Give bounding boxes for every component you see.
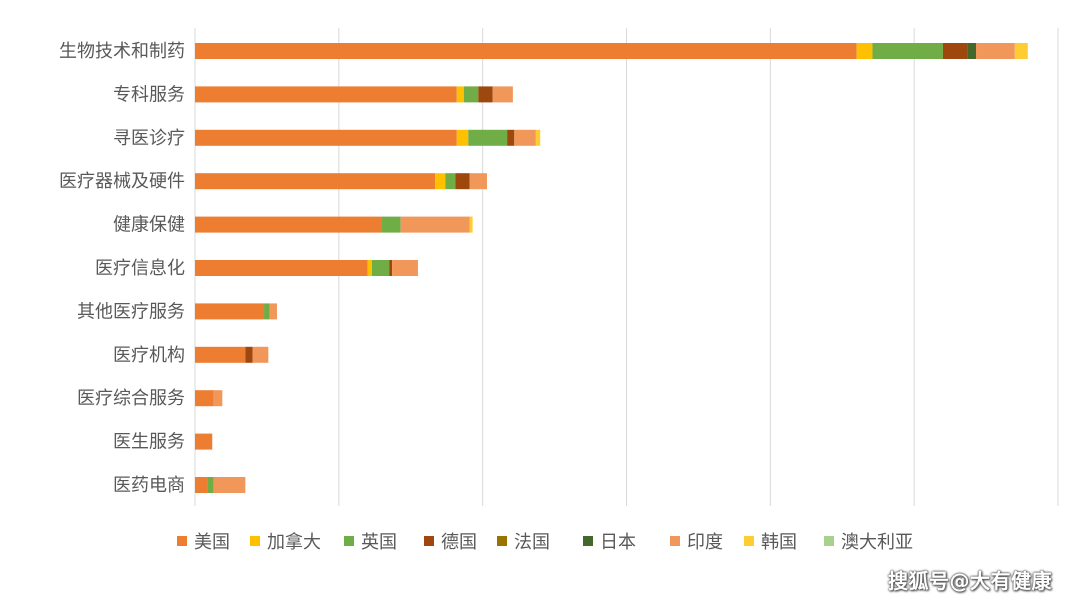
bar-segment	[213, 477, 246, 493]
bar-segment	[463, 86, 479, 103]
bar-segment	[195, 303, 265, 320]
legend-label: 英国	[361, 532, 397, 553]
bar-segment	[456, 86, 464, 103]
bar-segment	[195, 433, 213, 450]
legend-swatch	[497, 536, 507, 546]
legend-swatch	[670, 536, 680, 546]
bar-segment	[195, 260, 368, 276]
legend-label: 法国	[514, 532, 550, 553]
bar-segment	[976, 43, 1015, 59]
bar-segment	[195, 390, 214, 407]
bar-segment	[514, 129, 536, 146]
bar-segment	[252, 346, 269, 363]
bar-segment	[195, 477, 208, 493]
bar-segment	[942, 43, 968, 59]
bar-segment	[207, 477, 214, 493]
bar-segment	[435, 173, 446, 190]
bar-segment	[469, 173, 487, 190]
bar-segment	[400, 216, 470, 233]
bar-segment	[1014, 43, 1028, 59]
bar-segment	[507, 129, 515, 146]
category-label: 生物技术和制药	[59, 41, 185, 62]
legend-label: 韩国	[761, 532, 797, 553]
bar-segment	[455, 173, 470, 190]
legend-label: 日本	[600, 532, 636, 553]
watermark: 搜狐号@大有健康	[888, 569, 1052, 593]
bar-segment	[468, 129, 508, 146]
legend-label: 加拿大	[267, 531, 321, 553]
bar-segment	[872, 43, 943, 59]
legend: 美国 加拿大 英国 德国 法国 日本 印度 韩国 澳大利亚	[177, 531, 913, 553]
category-label: 医疗器械及硬件	[59, 171, 185, 192]
legend-swatch	[250, 536, 260, 546]
bar-segment	[492, 86, 513, 103]
bar-segment	[392, 260, 418, 276]
bar-segment	[381, 216, 401, 233]
bar-segment	[967, 43, 977, 59]
bar-segment	[195, 86, 457, 103]
bar-segment	[445, 173, 456, 190]
bar-segment	[456, 129, 469, 146]
legend-swatch	[344, 536, 354, 546]
bar-segment	[269, 303, 277, 320]
category-label: 寻医诊疗	[113, 128, 185, 149]
bar-segment	[469, 216, 473, 233]
category-label: 医疗综合服务	[77, 388, 185, 409]
legend-label: 美国	[194, 532, 230, 553]
bar-segment	[478, 86, 493, 103]
bar-segment	[535, 129, 541, 146]
category-label: 医药电商	[113, 475, 185, 496]
bar-segment	[371, 260, 390, 276]
legend-label: 德国	[441, 532, 477, 553]
category-label: 专科服务	[113, 84, 185, 105]
bar-segment	[213, 390, 223, 407]
bar-segment	[389, 260, 393, 276]
legend-swatch	[177, 536, 187, 546]
legend-swatch	[424, 536, 434, 546]
bar-segment	[367, 260, 372, 276]
category-labels: 生物技术和制药专科服务寻医诊疗医疗器械及硬件健康保健医疗信息化其他医疗服务医疗机…	[59, 41, 185, 496]
category-label: 医疗机构	[113, 345, 185, 366]
category-label: 医疗信息化	[95, 258, 185, 279]
bar-segment	[195, 129, 457, 146]
legend-swatch	[744, 536, 754, 546]
category-label: 医生服务	[113, 432, 185, 453]
legend-label: 澳大利亚	[841, 532, 913, 553]
category-label: 其他医疗服务	[77, 301, 185, 322]
bar-segment	[195, 346, 246, 363]
category-label: 健康保健	[113, 215, 185, 236]
legend-label: 印度	[687, 532, 723, 553]
bar-segment	[856, 43, 873, 59]
bar-segment	[195, 173, 436, 190]
bar-segment	[264, 303, 270, 320]
bar-segment	[245, 346, 253, 363]
bar-segment	[195, 216, 382, 233]
gridlines	[194, 28, 1059, 506]
bars	[195, 43, 1028, 493]
bar-segment	[195, 43, 857, 59]
legend-swatch	[824, 536, 834, 546]
legend-swatch	[583, 536, 593, 546]
